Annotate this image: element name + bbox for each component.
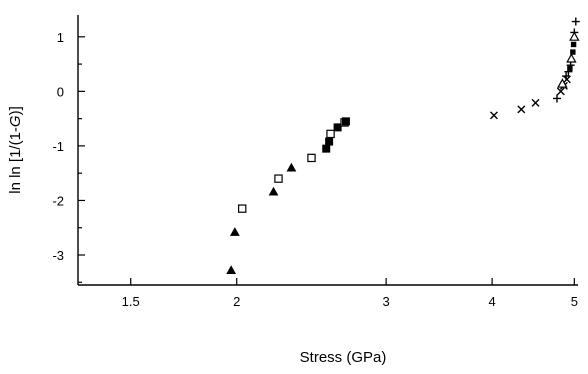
cross-point [517, 105, 526, 114]
filled-triangle-point [286, 162, 297, 172]
filled-triangle-point [268, 186, 279, 196]
y-tick-label: -2 [52, 193, 64, 208]
cross-point [562, 75, 571, 84]
y-axis-title-part: )] [7, 106, 24, 115]
x-axis-ticks: 1.5 2 3 4 5 [122, 278, 578, 309]
y-axis-title-part: ln ln [1/(1- [7, 127, 24, 194]
small-filled-square-point [570, 41, 577, 48]
small-filled-square-point [570, 49, 576, 55]
y-axis-title-variable: G [7, 115, 24, 127]
y-tick-label: -3 [52, 248, 64, 263]
x-tick-label: 1.5 [122, 294, 140, 309]
x-tick-label: 4 [488, 294, 495, 309]
filled-square-point [325, 137, 334, 146]
y-axis-title: ln ln [1/(1-G)] [7, 106, 24, 194]
open-square-point [307, 153, 316, 163]
open-square-point [238, 204, 247, 213]
cross-point [556, 87, 565, 96]
plus-point [552, 94, 561, 103]
y-tick-label: -1 [52, 139, 64, 154]
open-square-point [326, 129, 335, 139]
cross-point [531, 98, 540, 107]
x-axis-title: Stress (GPa) [300, 349, 387, 366]
y-tick-label: 1 [57, 30, 64, 45]
x-tick-label: 2 [233, 294, 240, 309]
y-axis-ticks: 1 0 -1 -2 -3 [52, 30, 85, 283]
cross-point [489, 111, 498, 120]
filled-square-point [341, 117, 350, 126]
open-triangle-point [569, 31, 580, 41]
filled-triangle-point [229, 227, 240, 236]
x-tick-label: 3 [383, 294, 390, 309]
filled-triangle-point [226, 265, 237, 275]
filled-square-point [322, 144, 331, 153]
filled-square-point [333, 123, 342, 132]
open-triangle-point [566, 53, 577, 63]
plus-point [571, 17, 580, 26]
open-triangle-point [557, 78, 568, 88]
open-square-point [274, 174, 283, 183]
plus-point [562, 72, 571, 81]
y-tick-label: 0 [57, 84, 64, 99]
x-tick-label: 5 [571, 294, 578, 309]
small-filled-square-point [567, 65, 573, 72]
plot-axes [77, 15, 578, 286]
data-points [226, 17, 580, 275]
